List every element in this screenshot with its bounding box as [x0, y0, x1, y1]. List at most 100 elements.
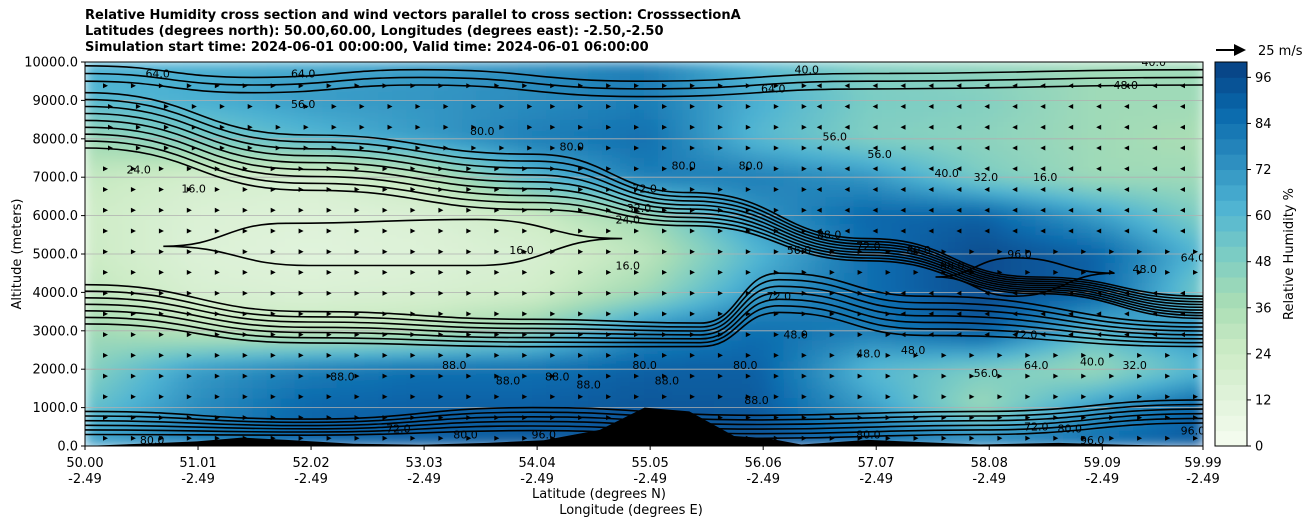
humidity-cell	[85, 359, 100, 370]
humidity-cell	[965, 129, 981, 140]
humidity-cell	[867, 302, 883, 313]
humidity-cell	[1105, 369, 1120, 380]
humidity-cell	[350, 167, 366, 178]
humidity-cell	[671, 359, 687, 370]
humidity-cell	[839, 417, 855, 428]
humidity-cell	[462, 359, 478, 370]
wind-vector	[606, 207, 612, 213]
humidity-cell	[727, 302, 743, 313]
humidity-cell	[238, 129, 254, 140]
humidity-cell	[168, 350, 184, 361]
humidity-cell	[364, 110, 380, 121]
wind-vector	[186, 373, 192, 379]
wind-vector	[242, 166, 248, 172]
humidity-cell	[839, 407, 855, 418]
humidity-cell	[755, 311, 771, 322]
wind-vector	[494, 166, 500, 172]
humidity-cell	[811, 426, 827, 438]
humidity-cell	[839, 177, 855, 188]
humidity-cell	[308, 359, 324, 370]
humidity-cell	[965, 234, 981, 246]
humidity-cell	[644, 330, 659, 342]
humidity-cell	[476, 282, 492, 294]
humidity-cell	[895, 321, 911, 332]
humidity-cell	[783, 234, 799, 246]
humidity-cell	[406, 62, 422, 73]
humidity-cell	[490, 263, 506, 274]
humidity-cell	[741, 378, 757, 390]
humidity-cell	[196, 282, 212, 294]
wind-vector	[857, 249, 863, 255]
wind-vector	[410, 269, 416, 275]
wind-vector	[103, 290, 108, 296]
humidity-cell	[532, 263, 547, 274]
humidity-cell	[266, 234, 282, 246]
colorbar-segment	[1215, 323, 1247, 339]
humidity-cell	[532, 90, 547, 102]
wind-vector	[1040, 207, 1046, 213]
humidity-cell	[783, 196, 799, 207]
humidity-cell	[280, 186, 296, 198]
humidity-cell	[909, 378, 925, 390]
wind-vector	[773, 166, 779, 172]
humidity-cell	[252, 186, 268, 198]
wind-vector	[214, 415, 220, 421]
humidity-cell	[685, 234, 701, 246]
humidity-cell	[699, 330, 715, 342]
wind-vector	[550, 83, 556, 89]
humidity-cell	[294, 234, 310, 246]
humidity-cell	[923, 321, 939, 332]
humidity-cell	[574, 215, 589, 226]
humidity-cell	[336, 359, 352, 370]
wind-vector	[773, 83, 779, 89]
humidity-cell	[546, 263, 561, 274]
humidity-cell	[378, 330, 394, 342]
humidity-cell	[923, 119, 939, 130]
humidity-cell	[867, 62, 883, 73]
humidity-cell	[560, 350, 575, 361]
wind-vector	[606, 187, 612, 192]
x-axis-label-lon: Longitude (degrees E)	[559, 503, 703, 518]
humidity-cell	[965, 369, 981, 380]
humidity-cell	[1105, 359, 1120, 370]
humidity-cell	[811, 369, 827, 380]
humidity-cell	[1077, 167, 1092, 178]
humidity-cell	[685, 292, 701, 303]
humidity-cell	[434, 90, 450, 102]
humidity-cell	[839, 282, 855, 294]
humidity-cell	[196, 100, 212, 111]
humidity-cell	[434, 292, 450, 303]
wind-vector	[928, 187, 934, 192]
humidity-cell	[336, 167, 352, 178]
humidity-cell	[140, 110, 156, 121]
humidity-cell	[839, 436, 855, 446]
humidity-cell	[630, 359, 645, 370]
humidity-cell	[588, 129, 603, 140]
humidity-cell	[85, 407, 100, 418]
humidity-cell	[112, 71, 128, 82]
humidity-cell	[420, 186, 436, 198]
humidity-cell	[895, 254, 911, 265]
humidity-cell	[364, 71, 380, 82]
humidity-cell	[644, 148, 659, 159]
wind-vector	[242, 83, 248, 89]
contour-label: 88.0	[545, 371, 570, 384]
humidity-cell	[252, 407, 268, 418]
x-tick-label-lon: -2.49	[1085, 472, 1119, 487]
humidity-cell	[769, 378, 785, 390]
humidity-cell	[210, 177, 226, 188]
humidity-cell	[1063, 119, 1079, 130]
humidity-cell	[1049, 330, 1065, 342]
humidity-cell	[392, 148, 408, 159]
humidity-cell	[1105, 110, 1120, 121]
humidity-cell	[825, 302, 841, 313]
contour-label: 96.0	[1080, 434, 1105, 447]
humidity-cell	[769, 369, 785, 380]
humidity-cell	[560, 167, 575, 178]
humidity-cell	[1063, 398, 1079, 409]
wind-vector	[941, 249, 947, 255]
humidity-cell	[378, 110, 394, 121]
humidity-cell	[560, 119, 575, 130]
humidity-cell	[182, 369, 198, 380]
humidity-cell	[574, 177, 589, 188]
